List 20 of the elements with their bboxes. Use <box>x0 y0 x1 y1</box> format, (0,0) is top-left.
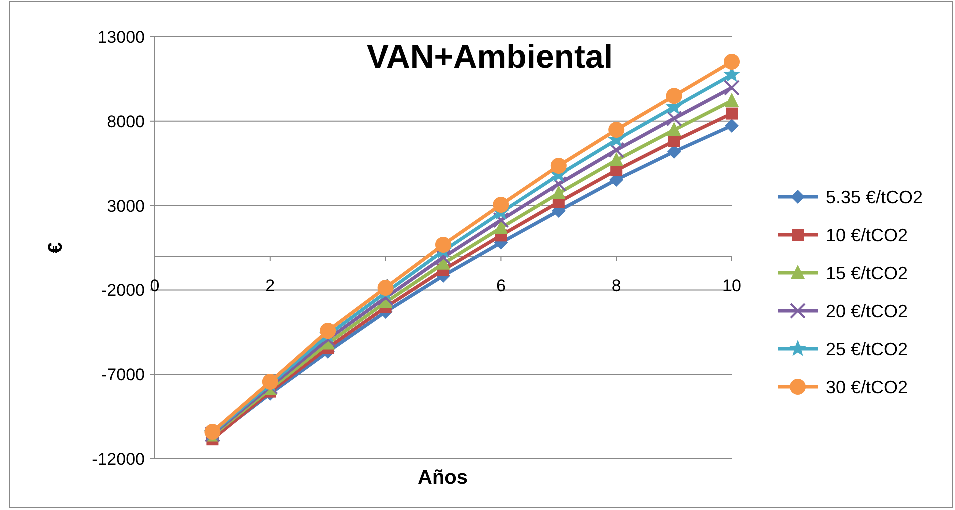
y-tick-label: -2000 <box>102 281 145 300</box>
legend-label: 15 €/tCO2 <box>826 263 908 284</box>
y-axis-title: € <box>45 242 67 254</box>
y-tick-label: -7000 <box>102 366 145 385</box>
legend-label: 30 €/tCO2 <box>826 377 908 398</box>
x-axis-title: Años <box>418 467 468 489</box>
x-tick-label: 2 <box>266 276 276 296</box>
chart-title: VAN+Ambiental <box>366 38 614 75</box>
x-tick-label: 10 <box>722 276 742 296</box>
legend-label: 10 €/tCO2 <box>826 225 908 246</box>
legend-label: 20 €/tCO2 <box>826 301 908 322</box>
legend-label: 25 €/tCO2 <box>826 339 908 360</box>
x-tick-label: 6 <box>496 276 506 296</box>
y-tick-label: -12000 <box>92 450 145 469</box>
y-tick-label: 8000 <box>107 112 145 132</box>
legend-label: 5.35 €/tCO2 <box>826 187 924 208</box>
x-tick-label: 8 <box>612 276 622 296</box>
x-tick-label: 0 <box>150 276 160 296</box>
y-tick-label: 13000 <box>98 28 145 47</box>
y-tick-label: 3000 <box>107 196 145 216</box>
